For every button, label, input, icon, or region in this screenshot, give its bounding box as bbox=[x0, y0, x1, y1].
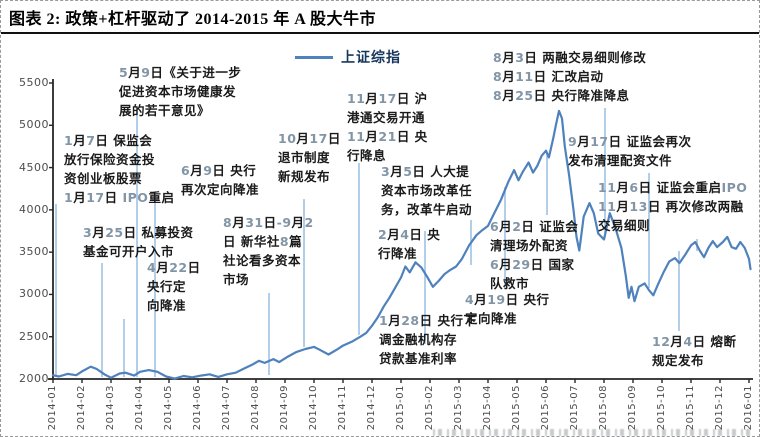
legend-series-label: 上证综指 bbox=[341, 50, 401, 66]
legend: 上证综指 bbox=[295, 47, 401, 67]
index-line-series bbox=[51, 109, 752, 380]
legend-line-swatch bbox=[295, 55, 333, 59]
figure-title: 图表 2: 政策+杠杆驱动了 2014-2015 年 A 股大牛市 bbox=[9, 11, 376, 28]
clipped-text-strip bbox=[433, 429, 755, 436]
figure-title-bar: 图表 2: 政策+杠杆驱动了 2014-2015 年 A 股大牛市 bbox=[1, 1, 759, 34]
